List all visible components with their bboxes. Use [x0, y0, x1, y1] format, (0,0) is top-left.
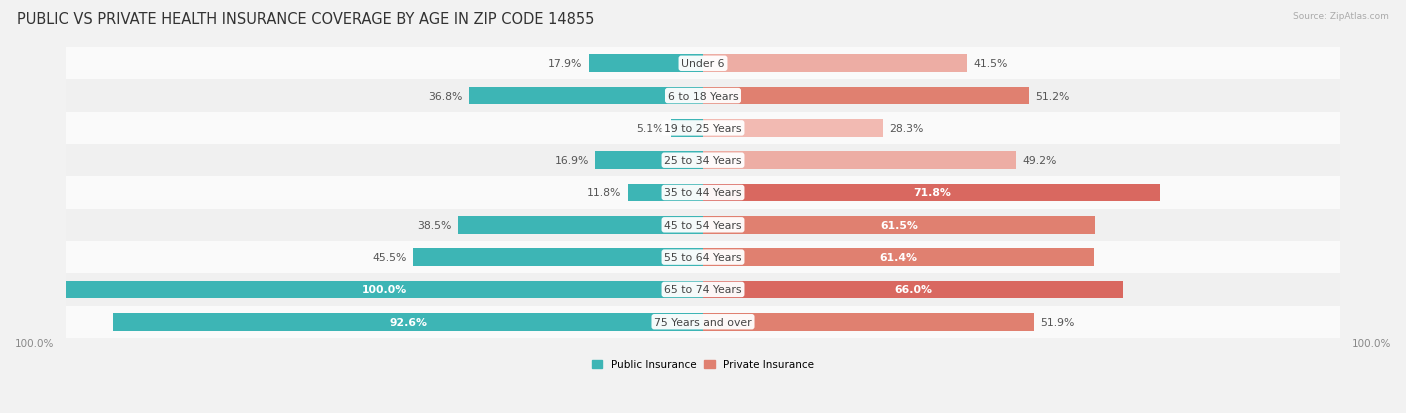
Bar	[703, 152, 1017, 170]
Bar	[671, 120, 703, 138]
Text: 61.4%: 61.4%	[880, 252, 918, 263]
Text: 45 to 54 Years: 45 to 54 Years	[664, 220, 742, 230]
Bar	[66, 281, 703, 299]
Text: 65 to 74 Years: 65 to 74 Years	[664, 285, 742, 295]
Bar	[703, 184, 1160, 202]
Text: 19 to 25 Years: 19 to 25 Years	[664, 123, 742, 133]
Bar	[703, 216, 1095, 234]
Text: 51.2%: 51.2%	[1036, 91, 1070, 101]
Text: 100.0%: 100.0%	[361, 285, 408, 295]
Bar	[703, 313, 1033, 331]
Bar	[66, 306, 1340, 338]
Bar	[468, 88, 703, 105]
Bar	[595, 152, 703, 170]
Text: 41.5%: 41.5%	[974, 59, 1008, 69]
Text: PUBLIC VS PRIVATE HEALTH INSURANCE COVERAGE BY AGE IN ZIP CODE 14855: PUBLIC VS PRIVATE HEALTH INSURANCE COVER…	[17, 12, 595, 27]
Bar	[703, 88, 1029, 105]
Text: 6 to 18 Years: 6 to 18 Years	[668, 91, 738, 101]
Legend: Public Insurance, Private Insurance: Public Insurance, Private Insurance	[588, 355, 818, 373]
Bar	[589, 55, 703, 73]
Bar	[66, 209, 1340, 241]
Text: 92.6%: 92.6%	[389, 317, 427, 327]
Text: 35 to 44 Years: 35 to 44 Years	[664, 188, 742, 198]
Bar	[66, 177, 1340, 209]
Bar	[413, 249, 703, 266]
Text: 100.0%: 100.0%	[1351, 338, 1391, 348]
Text: 100.0%: 100.0%	[15, 338, 55, 348]
Bar	[458, 216, 703, 234]
Text: 75 Years and over: 75 Years and over	[654, 317, 752, 327]
Bar	[66, 112, 1340, 145]
Bar	[703, 55, 967, 73]
Text: 61.5%: 61.5%	[880, 220, 918, 230]
Bar	[703, 249, 1094, 266]
Text: 51.9%: 51.9%	[1040, 317, 1074, 327]
Bar	[66, 80, 1340, 112]
Text: 71.8%: 71.8%	[912, 188, 950, 198]
Text: 66.0%: 66.0%	[894, 285, 932, 295]
Text: 17.9%: 17.9%	[548, 59, 582, 69]
Text: 38.5%: 38.5%	[418, 220, 451, 230]
Bar	[703, 281, 1123, 299]
Text: 25 to 34 Years: 25 to 34 Years	[664, 156, 742, 166]
Bar	[66, 273, 1340, 306]
Text: 55 to 64 Years: 55 to 64 Years	[664, 252, 742, 263]
Text: Source: ZipAtlas.com: Source: ZipAtlas.com	[1294, 12, 1389, 21]
Bar	[112, 313, 703, 331]
Text: 45.5%: 45.5%	[373, 252, 406, 263]
Text: 28.3%: 28.3%	[890, 123, 924, 133]
Text: 36.8%: 36.8%	[427, 91, 463, 101]
Text: 11.8%: 11.8%	[588, 188, 621, 198]
Bar	[66, 241, 1340, 273]
Text: Under 6: Under 6	[682, 59, 724, 69]
Text: 5.1%: 5.1%	[637, 123, 664, 133]
Bar	[628, 184, 703, 202]
Bar	[703, 120, 883, 138]
Bar	[66, 145, 1340, 177]
Bar	[66, 48, 1340, 80]
Text: 49.2%: 49.2%	[1022, 156, 1057, 166]
Text: 16.9%: 16.9%	[554, 156, 589, 166]
